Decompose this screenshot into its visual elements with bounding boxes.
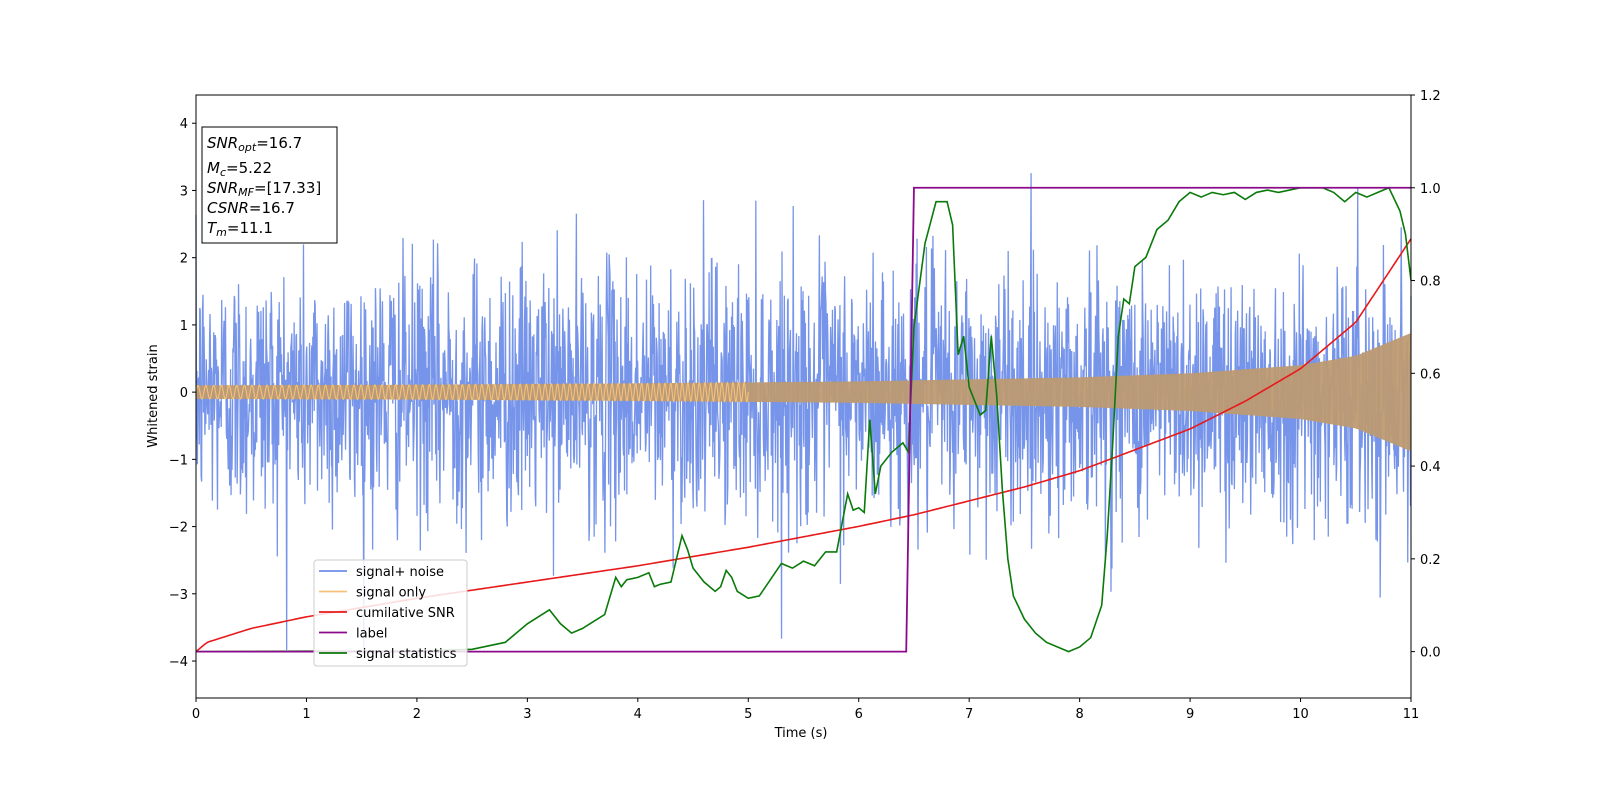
x-tick-label: 0 — [192, 707, 200, 722]
signal-statistics-line — [195, 186, 1412, 653]
y-tick-label: 3 — [180, 184, 188, 199]
y2-tick-label: 1.0 — [1420, 182, 1441, 197]
y-tick-label: −1 — [169, 453, 188, 468]
legend: signal+ noise signal only cumilative SNR la… — [313, 559, 468, 667]
signal-noise-line — [195, 173, 1412, 655]
x-axis: 0 1 2 3 4 5 6 7 8 9 10 11 — [192, 698, 1419, 722]
signal-only-line — [195, 381, 749, 403]
x-tick-label: 5 — [744, 707, 752, 722]
signal-only-band — [196, 332, 1411, 452]
label-line — [196, 186, 1411, 653]
legend-entry: signal statistics — [356, 647, 457, 662]
annotation-box: SNRopt=16.7 Mc=5.22SNRMF=[17.33]CSNR=16.7… — [201, 126, 338, 244]
y-tick-label: 2 — [180, 252, 188, 267]
legend-frame — [313, 559, 468, 667]
x-tick-label: 6 — [855, 707, 863, 722]
y2-tick-label: 0.0 — [1420, 646, 1441, 661]
y-tick-label: −4 — [169, 655, 188, 670]
y2-tick-label: 0.8 — [1420, 275, 1441, 290]
y-tick-label: 0 — [180, 386, 188, 401]
legend-entry: signal only — [356, 586, 426, 601]
plot-frame — [195, 94, 1412, 699]
y-axis-right: 1.2 1.0 0.8 0.6 0.4 0.2 0.0 — [1411, 89, 1441, 661]
x-axis-label: Time (s) — [774, 726, 828, 741]
annotation-line: SNRMF=[17.33] — [207, 179, 321, 199]
x-tick-label: 4 — [634, 707, 642, 722]
x-tick-label: 1 — [302, 707, 310, 722]
legend-entry: cumilative SNR — [356, 606, 455, 621]
annotation-line: Mc=5.22 — [207, 159, 272, 179]
y2-tick-label: 0.2 — [1420, 553, 1441, 568]
x-tick-label: 10 — [1292, 707, 1309, 722]
y-tick-label: −2 — [169, 521, 188, 536]
x-tick-label: 7 — [965, 707, 973, 722]
y-tick-label: 4 — [180, 117, 188, 132]
y2-tick-label: 0.4 — [1420, 460, 1441, 475]
y-axis-label: Whitened strain — [146, 344, 161, 447]
signal-only-series — [195, 332, 1411, 452]
y2-tick-label: 1.2 — [1420, 89, 1441, 104]
x-tick-label: 8 — [1075, 707, 1083, 722]
y-axis-left: 4 3 2 1 0 −1 −2 −3 −4 — [169, 117, 196, 670]
annotation-frame — [201, 126, 338, 244]
y2-tick-label: 0.6 — [1420, 367, 1441, 382]
x-tick-label: 2 — [413, 707, 421, 722]
annotation-line: SNRopt=16.7 — [207, 134, 302, 154]
y-tick-label: −3 — [169, 588, 188, 603]
x-tick-label: 3 — [523, 707, 531, 722]
x-tick-label: 11 — [1403, 707, 1420, 722]
legend-entry: signal+ noise — [356, 565, 444, 580]
legend-entry: label — [356, 627, 387, 642]
y-tick-label: 1 — [180, 319, 188, 334]
annotation-line: CSNR=16.7 — [207, 199, 295, 217]
annotation-line: Tm=11.1 — [207, 219, 273, 239]
signal-noise-series — [195, 173, 1412, 655]
x-tick-label: 9 — [1186, 707, 1194, 722]
